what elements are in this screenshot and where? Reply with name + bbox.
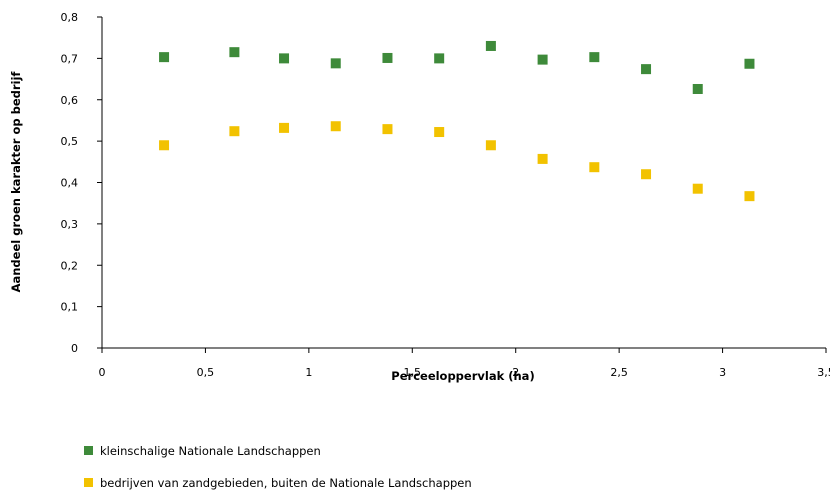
x-tick-label: 2,5 xyxy=(610,366,628,379)
data-point-series-1 xyxy=(330,58,341,69)
x-tick-label: 1 xyxy=(305,366,312,379)
y-tick-label: 0,2 xyxy=(61,259,79,272)
x-tick-label: 1,5 xyxy=(404,366,422,379)
legend-marker-series-1 xyxy=(84,446,93,455)
x-tick-label: 0,5 xyxy=(197,366,215,379)
data-point-series-1 xyxy=(485,40,496,51)
x-tick-label: 3 xyxy=(719,366,726,379)
data-point-series-2 xyxy=(434,127,445,138)
x-axis-title: Perceeloppervlak (ha) xyxy=(391,369,534,383)
plot-area: 0 0,1 0,2 0,3 0,4 0,5 0,6 0,7 0,8 0 0,5 1 1,5 2 2,5 3 3… xyxy=(61,11,830,379)
y-tick-label: 0,4 xyxy=(61,177,79,190)
data-point-series-2 xyxy=(485,140,496,151)
data-points xyxy=(159,40,755,202)
y-tick-label: 0,6 xyxy=(61,94,79,107)
legend-label-series-1: kleinschalige Nationale Landschappen xyxy=(100,444,321,458)
data-point-series-2 xyxy=(279,122,290,133)
data-point-series-2 xyxy=(641,169,652,180)
data-point-series-1 xyxy=(744,58,755,69)
y-tick-label: 0,7 xyxy=(61,52,79,65)
x-axis-ticks: 0 0,5 1 1,5 2 2,5 3 3,5 xyxy=(99,348,830,379)
y-tick-label: 0,8 xyxy=(61,11,79,24)
data-point-series-2 xyxy=(537,153,548,164)
data-point-series-2 xyxy=(229,126,240,137)
y-tick-label: 0,5 xyxy=(61,135,79,148)
y-axis-ticks: 0 0,1 0,2 0,3 0,4 0,5 0,6 0,7 0,8 xyxy=(61,11,102,355)
y-tick-label: 0,3 xyxy=(61,218,79,231)
legend-label-series-2: bedrijven van zandgebieden, buiten de Na… xyxy=(100,476,472,490)
data-point-series-2 xyxy=(589,162,600,173)
x-tick-label: 3,5 xyxy=(817,366,830,379)
data-point-series-2 xyxy=(159,140,170,151)
data-point-series-1 xyxy=(159,52,170,63)
y-tick-label: 0,1 xyxy=(61,301,79,314)
legend-marker-series-2 xyxy=(84,478,93,487)
data-point-series-1 xyxy=(434,53,445,64)
data-point-series-1 xyxy=(589,52,600,63)
data-point-series-2 xyxy=(744,191,755,202)
data-point-series-1 xyxy=(279,53,290,64)
data-point-series-1 xyxy=(382,52,393,63)
legend: kleinschalige Nationale Landschappen bedr… xyxy=(84,444,472,490)
data-point-series-1 xyxy=(537,54,548,65)
y-axis-title: Aandeel groen karakter op bedrijf xyxy=(9,71,23,293)
y-tick-label: 0 xyxy=(71,342,78,355)
data-point-series-2 xyxy=(382,124,393,135)
data-point-series-2 xyxy=(330,121,341,132)
data-point-series-2 xyxy=(692,183,703,194)
data-point-series-1 xyxy=(641,64,652,75)
x-tick-label: 0 xyxy=(99,366,106,379)
x-tick-label: 2 xyxy=(512,366,519,379)
data-point-series-1 xyxy=(692,83,703,94)
data-point-series-1 xyxy=(229,47,240,58)
